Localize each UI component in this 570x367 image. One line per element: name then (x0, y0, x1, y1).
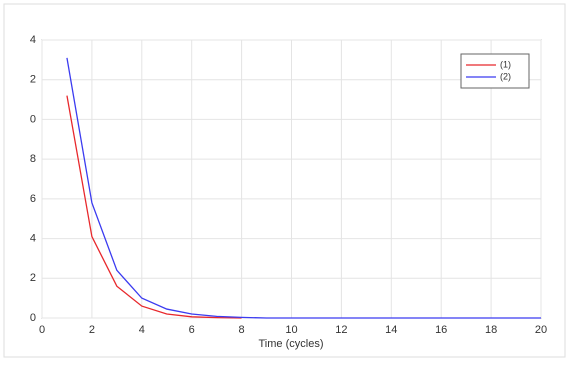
y-tick-label: 6 (30, 193, 36, 205)
x-tick-label: 0 (39, 324, 45, 336)
y-tick-label: 2 (30, 272, 36, 284)
x-tick-label: 6 (189, 324, 195, 336)
series-line (66, 95, 242, 319)
legend-box (460, 53, 530, 89)
x-axis-label: Time (cycles) (259, 338, 324, 350)
y-tick-label: 8 (30, 153, 36, 165)
x-tick-label: 8 (239, 324, 245, 336)
x-tick-label: 18 (485, 324, 497, 336)
y-tick-label: 0 (30, 312, 36, 324)
legend-label: (2) (500, 71, 511, 81)
x-tick-label: 4 (139, 324, 145, 336)
x-tick-label: 2 (89, 324, 95, 336)
x-tick-label: 20 (535, 324, 547, 336)
y-tick-label: 0 (30, 113, 36, 125)
x-tick-label: 16 (435, 324, 447, 336)
x-tick-label: 10 (285, 324, 297, 336)
y-tick-label: 4 (30, 34, 36, 46)
x-tick-label: 14 (385, 324, 397, 336)
y-tick-label: 2 (30, 74, 36, 86)
legend-label: (1) (500, 59, 511, 69)
x-tick-label: 12 (335, 324, 347, 336)
y-tick-label: 4 (30, 232, 36, 244)
series-line (66, 57, 541, 319)
